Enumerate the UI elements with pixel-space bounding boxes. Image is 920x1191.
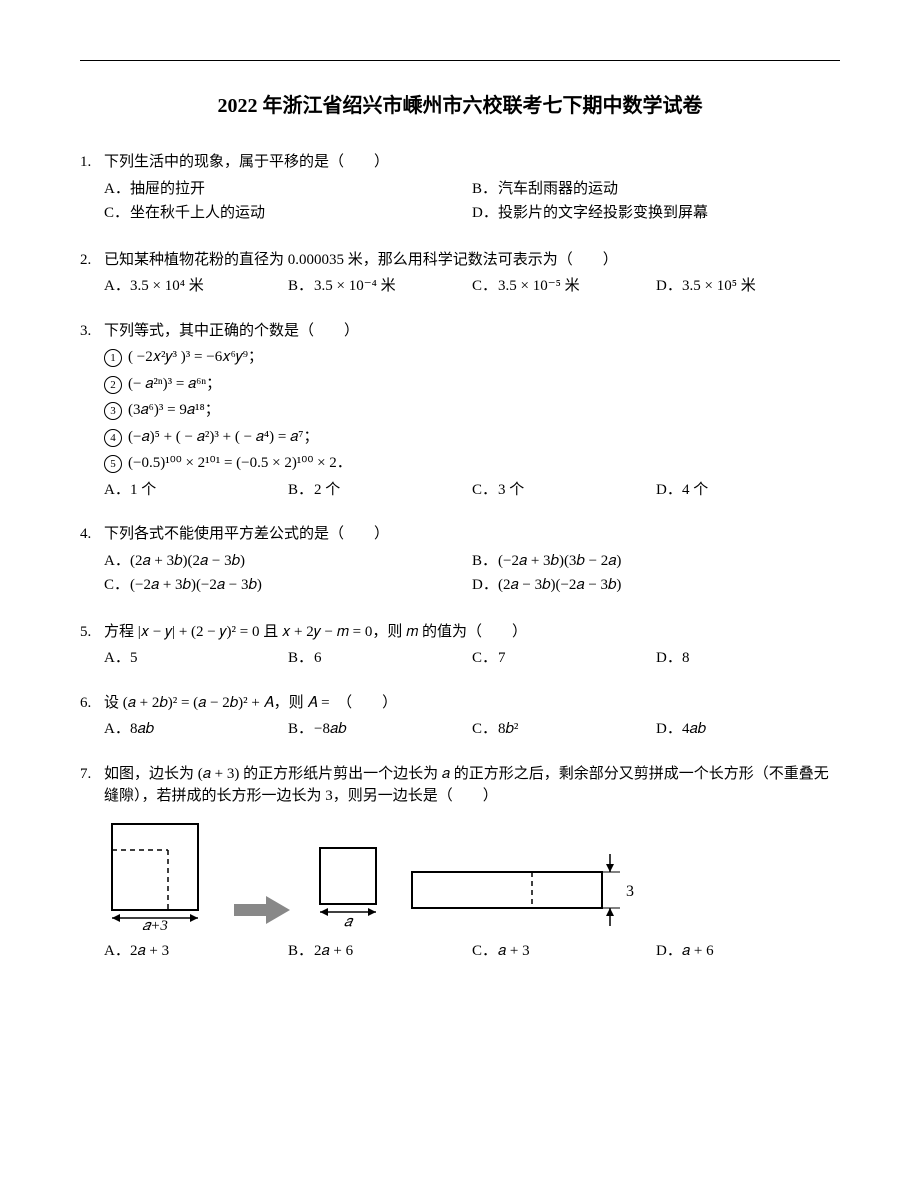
q7-figure: 𝑎+3 𝑎 3 (80, 820, 840, 930)
q6-text: 设 (𝑎 + 2𝑏)² = (𝑎 − 2𝑏)² + 𝐴，则 𝐴 = （ ） (104, 692, 840, 715)
q3-opt-a: A．1 个 (104, 479, 288, 502)
q5-opt-a: A．5 (104, 647, 288, 670)
question-7: 7. 如图，边长为 (𝑎 + 3) 的正方形纸片剪出一个边长为 𝑎 的正方形之后… (80, 763, 840, 963)
q5-opt-d: D．8 (656, 647, 840, 670)
q7-opt-a: A．2𝑎 + 3 (104, 940, 288, 963)
q5-opt-b: B．6 (288, 647, 472, 670)
question-5: 5. 方程 |𝑥 − 𝑦| + (2 − 𝑦)² = 0 且 𝑥 + 2𝑦 − … (80, 621, 840, 670)
q4-num: 4. (80, 523, 104, 546)
page-title: 2022 年浙江省绍兴市嵊州市六校联考七下期中数学试卷 (80, 91, 840, 121)
q7-opt-c: C．𝑎 + 3 (472, 940, 656, 963)
q2-num: 2. (80, 249, 104, 272)
q7-num: 7. (80, 763, 104, 808)
q7-opt-d: D．𝑎 + 6 (656, 940, 840, 963)
q5-text: 方程 |𝑥 − 𝑦| + (2 − 𝑦)² = 0 且 𝑥 + 2𝑦 − 𝑚 =… (104, 621, 840, 644)
fig-square-big: 𝑎+3 (104, 820, 214, 930)
q5-num: 5. (80, 621, 104, 644)
q4-text: 下列各式不能使用平方差公式的是（ ） (104, 523, 840, 546)
q1-text: 下列生活中的现象，属于平移的是（ ） (104, 151, 840, 174)
q6-opt-d: D．4𝑎𝑏 (656, 718, 840, 741)
q4-opt-c: C．(−2𝑎 + 3𝑏)(−2𝑎 − 3𝑏) (104, 574, 472, 597)
q2-opt-b: B．3.5 × 10⁻⁴ 米 (288, 275, 472, 298)
fig-square-small: 𝑎 (310, 840, 390, 930)
q6-opt-c: C．8𝑏² (472, 718, 656, 741)
q3-opt-b: B．2 个 (288, 479, 472, 502)
q3-s4: 4(−𝑎)⁵ + ( − 𝑎²)³ + ( − 𝑎⁴) = 𝑎⁷； (80, 426, 840, 449)
q5-opt-c: C．7 (472, 647, 656, 670)
q4-opt-a: A．(2𝑎 + 3𝑏)(2𝑎 − 3𝑏) (104, 550, 472, 573)
q6-opt-a: A．8𝑎𝑏 (104, 718, 288, 741)
q4-opt-b: B．(−2𝑎 + 3𝑏)(3𝑏 − 2𝑎) (472, 550, 840, 573)
q2-opt-a: A．3.5 × 10⁴ 米 (104, 275, 288, 298)
q3-s1: 1( −2𝑥²𝑦³ )³ = −6𝑥⁶𝑦⁹； (80, 346, 840, 369)
question-2: 2. 已知某种植物花粉的直径为 0.000035 米，那么用科学记数法可表示为（… (80, 249, 840, 298)
question-6: 6. 设 (𝑎 + 2𝑏)² = (𝑎 − 2𝑏)² + 𝐴，则 𝐴 = （ ）… (80, 692, 840, 741)
q2-text: 已知某种植物花粉的直径为 0.000035 米，那么用科学记数法可表示为（ ） (104, 249, 840, 272)
svg-text:𝑎: 𝑎 (344, 914, 354, 930)
top-rule (80, 60, 840, 61)
svg-text:𝑎+3: 𝑎+3 (142, 918, 168, 930)
q1-opt-d: D．投影片的文字经投影变换到屏幕 (472, 202, 840, 225)
q1-opt-c: C．坐在秋千上人的运动 (104, 202, 472, 225)
question-1: 1. 下列生活中的现象，属于平移的是（ ） A．抽屉的拉开 B．汽车刮雨器的运动… (80, 151, 840, 227)
q3-opt-c: C．3 个 (472, 479, 656, 502)
q3-text: 下列等式，其中正确的个数是（ ） (104, 320, 840, 343)
q4-opt-d: D．(2𝑎 − 3𝑏)(−2𝑎 − 3𝑏) (472, 574, 840, 597)
q1-num: 1. (80, 151, 104, 174)
question-3: 3. 下列等式，其中正确的个数是（ ） 1( −2𝑥²𝑦³ )³ = −6𝑥⁶𝑦… (80, 320, 840, 502)
q1-opt-b: B．汽车刮雨器的运动 (472, 178, 840, 201)
q3-opt-d: D．4 个 (656, 479, 840, 502)
q3-s2: 2(− 𝑎²ⁿ)³ = 𝑎⁶ⁿ； (80, 373, 840, 396)
arrow-right-icon (232, 890, 292, 930)
q3-s5: 5(−0.5)¹⁰⁰ × 2¹⁰¹ = (−0.5 × 2)¹⁰⁰ × 2． (80, 452, 840, 475)
q2-opt-d: D．3.5 × 10⁵ 米 (656, 275, 840, 298)
q2-opt-c: C．3.5 × 10⁻⁵ 米 (472, 275, 656, 298)
q3-s3: 3(3𝑎⁶)³ = 9𝑎¹⁸； (80, 399, 840, 422)
question-4: 4. 下列各式不能使用平方差公式的是（ ） A．(2𝑎 + 3𝑏)(2𝑎 − 3… (80, 523, 840, 599)
q6-opt-b: B．−8𝑎𝑏 (288, 718, 472, 741)
fig-rectangle: 3 (408, 850, 638, 930)
q7-opt-b: B．2𝑎 + 6 (288, 940, 472, 963)
q3-num: 3. (80, 320, 104, 343)
q1-opt-a: A．抽屉的拉开 (104, 178, 472, 201)
svg-text:3: 3 (626, 883, 634, 900)
q7-text: 如图，边长为 (𝑎 + 3) 的正方形纸片剪出一个边长为 𝑎 的正方形之后，剩余… (104, 763, 840, 808)
q6-num: 6. (80, 692, 104, 715)
